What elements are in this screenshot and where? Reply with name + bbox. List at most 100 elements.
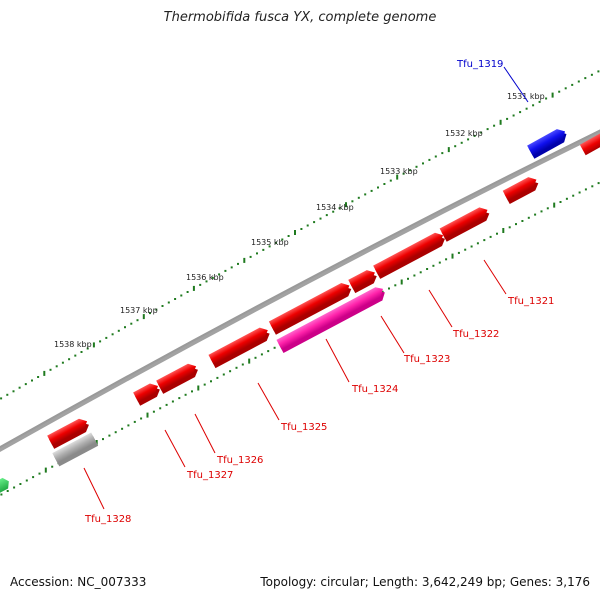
major-tick: [345, 202, 347, 208]
minor-tick: [55, 365, 58, 368]
minor-tick: [306, 224, 309, 227]
gene-arrow-tfu1327[interactable]: [133, 381, 162, 406]
minor-tick: [6, 490, 9, 492]
minor-tick: [332, 210, 335, 213]
gene-arrow-tfu1328[interactable]: [52, 432, 99, 467]
minor-tick: [222, 373, 225, 376]
gene-label-tfu1328[interactable]: Tfu_1328: [84, 514, 131, 525]
gene-arrow-tfu1321[interactable]: [502, 174, 541, 205]
minor-tick: [230, 266, 233, 269]
major-tick: [396, 174, 399, 180]
genes-forward: [527, 126, 600, 159]
minor-tick: [203, 383, 206, 386]
minor-tick: [74, 354, 77, 357]
minor-tick: [155, 308, 158, 311]
gene-label-tfu1322[interactable]: Tfu_1322: [452, 329, 499, 340]
gene-arrow-tfu1328a[interactable]: [47, 416, 91, 449]
minor-tick: [102, 438, 104, 441]
minor-tick: [558, 90, 561, 93]
minor-tick: [211, 276, 214, 279]
minor-tick: [394, 284, 397, 287]
gene-label-tfu1319[interactable]: Tfu_1319: [456, 59, 503, 70]
genome-summary-text: Topology: circular; Length: 3,642,249 bp…: [260, 575, 590, 589]
kbp-label: 1531 kbp: [507, 92, 545, 101]
minor-tick: [31, 379, 33, 382]
minor-tick: [460, 141, 463, 144]
minor-tick: [428, 158, 431, 161]
minor-tick: [80, 351, 83, 353]
gene-arrow-tfu1324[interactable]: [276, 284, 387, 354]
gene-arrow-tfu1325[interactable]: [208, 325, 272, 369]
minor-tick: [13, 486, 16, 489]
minor-tick: [546, 207, 549, 210]
minor-tick: [199, 283, 202, 286]
major-tick: [294, 230, 296, 235]
kbp-labels: 1531 kbp 1532 kbp 1533 kbp 1534 kbp 1535…: [54, 92, 545, 349]
minor-tick: [0, 493, 3, 496]
gene-arrow-tfu1319[interactable]: [527, 126, 569, 159]
minor-tick: [409, 169, 412, 172]
minor-tick: [571, 83, 574, 86]
accession-text: Accession: NC_007333: [10, 575, 147, 589]
minor-tick: [171, 400, 174, 403]
kbp-label: 1537 kbp: [120, 306, 158, 315]
gene-arrow-tfu1323a[interactable]: [348, 267, 379, 294]
genome-backbone: [0, 129, 600, 453]
gene-label-tfu1325[interactable]: Tfu_1325: [280, 422, 327, 433]
minor-tick: [127, 424, 130, 427]
minor-tick: [534, 213, 537, 216]
minor-tick: [61, 361, 64, 364]
minor-tick: [49, 368, 52, 371]
minor-tick: [210, 380, 212, 383]
minor-tick: [565, 197, 568, 200]
gene-label-tfu1323[interactable]: Tfu_1323: [403, 354, 450, 365]
page-title: Thermobifida fusca YX, complete genome: [163, 10, 437, 25]
minor-tick: [256, 252, 258, 255]
minor-tick: [521, 220, 524, 222]
minor-tick: [281, 238, 284, 241]
minor-tick: [559, 201, 562, 203]
minor-tick: [111, 333, 114, 336]
minor-tick: [237, 262, 239, 265]
major-tick: [499, 119, 502, 125]
minor-tick: [38, 472, 41, 475]
minor-tick: [467, 138, 470, 141]
minor-tick: [268, 245, 271, 248]
minor-tick: [6, 393, 9, 396]
gene-arrow-tfu1326[interactable]: [156, 361, 200, 394]
minor-tick: [383, 183, 386, 185]
genes-reverse: [0, 174, 541, 497]
minor-tick: [319, 217, 322, 220]
minor-tick: [483, 239, 486, 242]
minor-tick: [470, 245, 473, 248]
minor-tick: [476, 242, 479, 245]
gene-arrow-tfu1322b[interactable]: [373, 230, 447, 279]
minor-tick: [515, 223, 517, 226]
minor-tick: [519, 111, 522, 114]
minor-tick: [0, 397, 3, 400]
minor-tick: [415, 165, 418, 168]
minor-tick: [167, 301, 170, 304]
minor-tick: [527, 216, 530, 219]
minor-tick: [364, 193, 367, 196]
minor-tick: [161, 305, 164, 307]
gene-label-tfu1324[interactable]: Tfu_1324: [351, 384, 398, 395]
minor-tick: [262, 248, 265, 251]
minor-tick: [454, 145, 457, 148]
minor-tick: [19, 483, 22, 485]
minor-tick: [287, 235, 290, 237]
minor-tick: [136, 319, 139, 322]
outer-tick-ring: [0, 70, 600, 400]
minor-tick: [254, 356, 257, 359]
gene-label-tfu1326[interactable]: Tfu_1326: [216, 455, 263, 466]
minor-tick: [545, 97, 548, 100]
gene-label-tfu1327[interactable]: Tfu_1327: [186, 470, 233, 481]
minor-tick: [388, 287, 390, 290]
gene-arrow-green[interactable]: [0, 476, 12, 497]
major-tick: [243, 257, 246, 263]
gene-label-tfu1321[interactable]: Tfu_1321: [507, 296, 554, 307]
gene-arrow-tfu1322a[interactable]: [439, 205, 492, 242]
gene-arrow-tfu1324a[interactable]: [268, 280, 354, 335]
minor-tick: [432, 264, 435, 267]
major-tick: [43, 370, 46, 376]
